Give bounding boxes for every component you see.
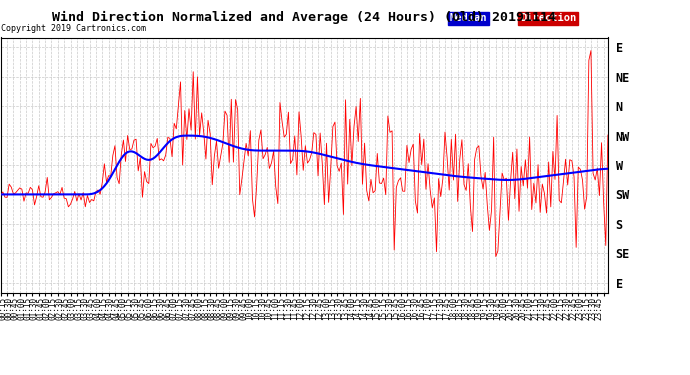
Text: Copyright 2019 Cartronics.com: Copyright 2019 Cartronics.com: [1, 24, 146, 33]
Text: Direction: Direction: [520, 13, 576, 24]
Text: Median: Median: [450, 13, 488, 24]
Text: Wind Direction Normalized and Average (24 Hours) (Old) 20191114: Wind Direction Normalized and Average (2…: [52, 11, 555, 24]
